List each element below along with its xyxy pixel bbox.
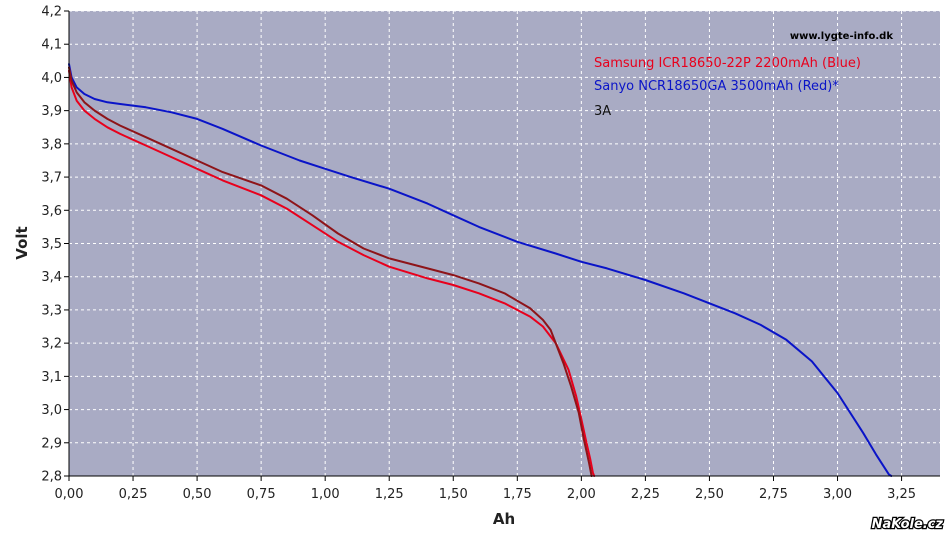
x-axis-label: Ah (493, 510, 515, 528)
y-tick-label: 3,2 (41, 337, 62, 352)
y-tick-label: 3,9 (41, 104, 62, 119)
y-tick-label: 4,1 (41, 38, 62, 53)
series-group (68, 63, 893, 477)
y-tick-label: 3,4 (41, 270, 62, 285)
y-tick-label: 4,0 (41, 71, 62, 86)
series-line-3 (68, 66, 593, 477)
y-tick-label: 3,6 (41, 204, 62, 219)
y-tick-labels: 2,8 2,9 3,0 3,1 3,2 3,3 3,4 3,5 3,6 3,7 3,8 3,9 4,0 4… (41, 5, 62, 485)
y-tick-label: 3,7 (41, 171, 62, 186)
y-tick-label: 3,0 (41, 403, 62, 418)
y-tick-label: 3,8 (41, 137, 62, 152)
axes (64, 10, 940, 481)
x-tick-label: 2,25 (631, 487, 660, 502)
x-tick-label: 0,25 (119, 487, 148, 502)
y-tick-label: 3,1 (41, 370, 62, 385)
x-tick-label: 1,50 (439, 487, 468, 502)
x-tick-label: 3,25 (887, 487, 916, 502)
y-tick-label: 2,9 (41, 436, 62, 451)
x-tick-label: 1,25 (375, 487, 404, 502)
y-tick-label: 3,5 (41, 237, 62, 252)
y-tick-label: 3,3 (41, 303, 62, 318)
x-tick-label: 1,00 (311, 487, 340, 502)
x-tick-label: 2,50 (695, 487, 724, 502)
y-tick-label: 4,2 (41, 5, 62, 20)
series-line-1 (68, 63, 893, 477)
x-tick-label: 0,75 (247, 487, 276, 502)
y-tick-label: 2,8 (41, 470, 62, 485)
x-tick-label: 2,00 (567, 487, 596, 502)
x-tick-label: 0,50 (183, 487, 212, 502)
series-line-2 (68, 69, 596, 477)
x-tick-label: 3,00 (823, 487, 852, 502)
source-label: www.lygte-info.dk (790, 31, 893, 42)
watermark-text: NaKole.cz (872, 517, 944, 532)
x-tick-label: 2,75 (759, 487, 788, 502)
legend-line-samsung: Samsung ICR18650-22P 2200mAh (Blue) (594, 56, 861, 71)
y-axis-label: Volt (13, 226, 31, 259)
x-tick-label: 0,00 (55, 487, 84, 502)
legend-line-current: 3A (594, 104, 611, 119)
x-tick-label: 1,75 (503, 487, 532, 502)
x-tick-labels: 0,00 0,25 0,50 0,75 1,00 1,25 1,50 1,75 2,00 2,25… (55, 487, 917, 502)
legend-line-sanyo: Sanyo NCR18650GA 3500mAh (Red)* (594, 79, 839, 94)
